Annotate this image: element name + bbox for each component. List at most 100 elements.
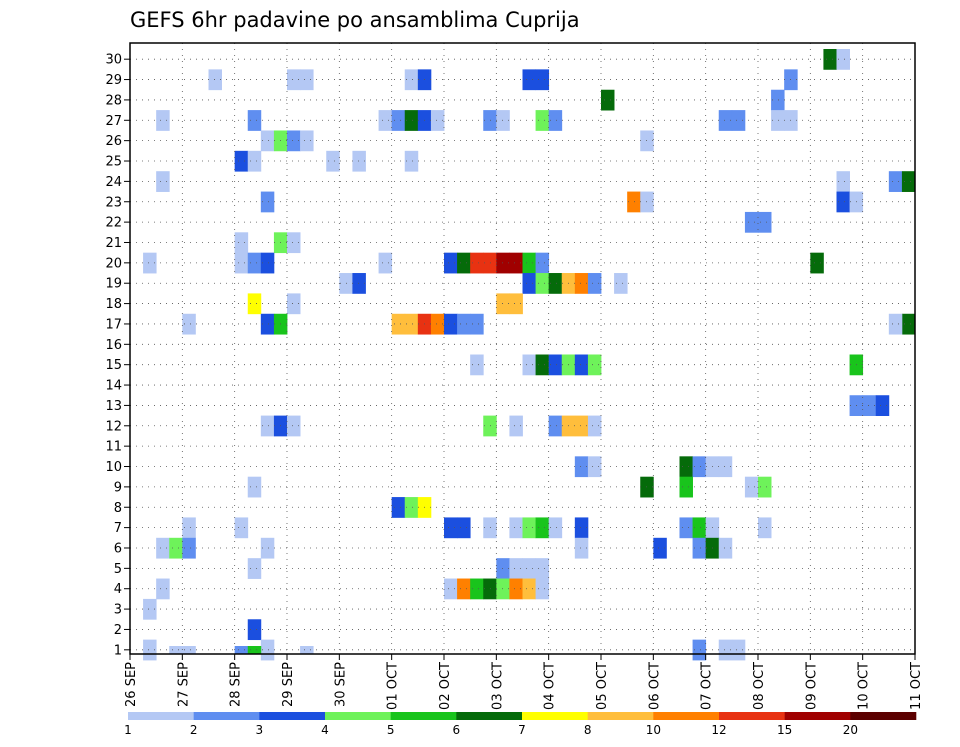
precip-cell	[522, 578, 536, 600]
precip-cell	[444, 313, 458, 335]
precip-cell	[483, 252, 497, 274]
precip-cell	[247, 252, 262, 274]
y-axis: 1234567891011121314151617181920212223242…	[105, 53, 130, 658]
precip-cell	[143, 639, 157, 661]
precip-cell	[143, 598, 157, 620]
precip-cell	[836, 191, 850, 213]
precip-cell	[169, 537, 183, 559]
precip-cell	[457, 252, 471, 274]
precip-cell	[444, 252, 458, 274]
y-tick-label: 8	[114, 501, 122, 516]
y-tick-label: 16	[105, 338, 122, 353]
x-tick-label: 05 OCT	[595, 662, 610, 710]
precip-cell	[444, 517, 458, 539]
colorbar-swatch	[784, 712, 851, 720]
precip-cell	[679, 517, 693, 539]
precip-cell	[509, 517, 523, 539]
x-tick-label: 01 OCT	[386, 662, 401, 710]
precip-cell	[247, 476, 262, 498]
precip-cell	[758, 211, 772, 233]
precip-cell	[718, 639, 733, 661]
x-tick-label: 04 OCT	[543, 662, 558, 710]
precip-cell	[496, 252, 510, 274]
precip-cell	[247, 293, 262, 315]
precip-cell	[404, 150, 419, 172]
colorbar-swatch	[390, 712, 457, 720]
colorbar-label: 5	[387, 723, 395, 737]
x-tick-label: 28 SEP	[229, 662, 244, 707]
precip-cell	[260, 639, 275, 661]
y-tick-label: 29	[105, 73, 122, 88]
colorbar-swatch	[719, 712, 785, 720]
precip-cell	[483, 517, 497, 539]
colorbar-swatch	[193, 712, 260, 720]
precip-cell	[391, 313, 406, 335]
colorbar: 1 2 3 4 5 6 7 8 10 12 15 20	[124, 712, 917, 737]
x-tick-label: 02 OCT	[438, 662, 453, 710]
colorbar-label: 20	[843, 723, 858, 737]
colorbar-label: 1	[124, 723, 132, 737]
precip-cell	[287, 415, 301, 437]
y-tick-label: 1	[114, 643, 122, 658]
precip-cell	[496, 110, 510, 131]
y-tick-label: 28	[105, 93, 122, 108]
precip-cell	[444, 578, 458, 600]
precip-cell	[718, 456, 733, 478]
precip-cell	[548, 110, 563, 131]
precip-cell	[548, 354, 563, 376]
colorbar-label: 15	[777, 723, 792, 737]
precip-cell	[810, 252, 824, 274]
precip-cell	[247, 110, 262, 131]
y-tick-label: 4	[114, 582, 122, 597]
y-tick-label: 17	[105, 317, 122, 332]
plot-frame	[129, 42, 916, 655]
precip-cell	[260, 191, 275, 213]
precip-cell	[234, 232, 249, 254]
precip-cell	[234, 646, 249, 655]
precip-cell	[535, 354, 550, 376]
x-tick-label: 30 SEP	[333, 662, 348, 707]
precip-cell	[404, 69, 419, 91]
precip-cell	[287, 69, 301, 91]
precip-cell	[182, 517, 196, 539]
colorbar-swatch	[128, 712, 194, 720]
precip-cell	[522, 273, 536, 294]
precip-cell	[522, 558, 536, 579]
precip-cell	[182, 646, 196, 655]
y-tick-label: 22	[105, 216, 122, 231]
precip-cell	[234, 150, 249, 172]
y-tick-label: 9	[114, 480, 122, 495]
precip-cell	[522, 69, 536, 91]
y-tick-label: 7	[114, 521, 122, 536]
colorbar-swatch	[850, 712, 917, 720]
precip-cell	[574, 456, 589, 478]
precip-cell	[692, 639, 707, 661]
precip-cell	[182, 537, 196, 559]
y-tick-label: 5	[114, 562, 122, 577]
precip-cell	[509, 558, 523, 579]
precip-cell	[758, 517, 772, 539]
precip-cell	[378, 252, 393, 274]
precip-cell	[548, 415, 563, 437]
precip-cell	[836, 49, 850, 70]
y-tick-label: 30	[105, 53, 122, 68]
precip-cell	[875, 395, 890, 416]
precip-cell	[470, 354, 484, 376]
precip-cell	[483, 110, 497, 131]
colorbar-label: 6	[453, 723, 461, 737]
precip-cell	[404, 497, 419, 518]
precip-cell	[601, 89, 615, 111]
precip-cell	[823, 49, 837, 70]
x-tick-label: 11 OCT	[909, 662, 924, 710]
precip-cell	[352, 273, 366, 294]
precip-cell	[143, 252, 157, 274]
colorbar-label: 7	[518, 723, 526, 737]
precip-cell	[771, 89, 785, 111]
precip-cell	[692, 517, 707, 539]
x-axis: 26 SEP 27 SEP 28 SEP 29 SEP 30 SEP 01 OCT 02 O…	[124, 654, 924, 710]
precip-cell	[352, 150, 366, 172]
precip-cell	[836, 171, 850, 192]
y-tick-label: 12	[105, 419, 122, 434]
precip-cell	[535, 69, 550, 91]
